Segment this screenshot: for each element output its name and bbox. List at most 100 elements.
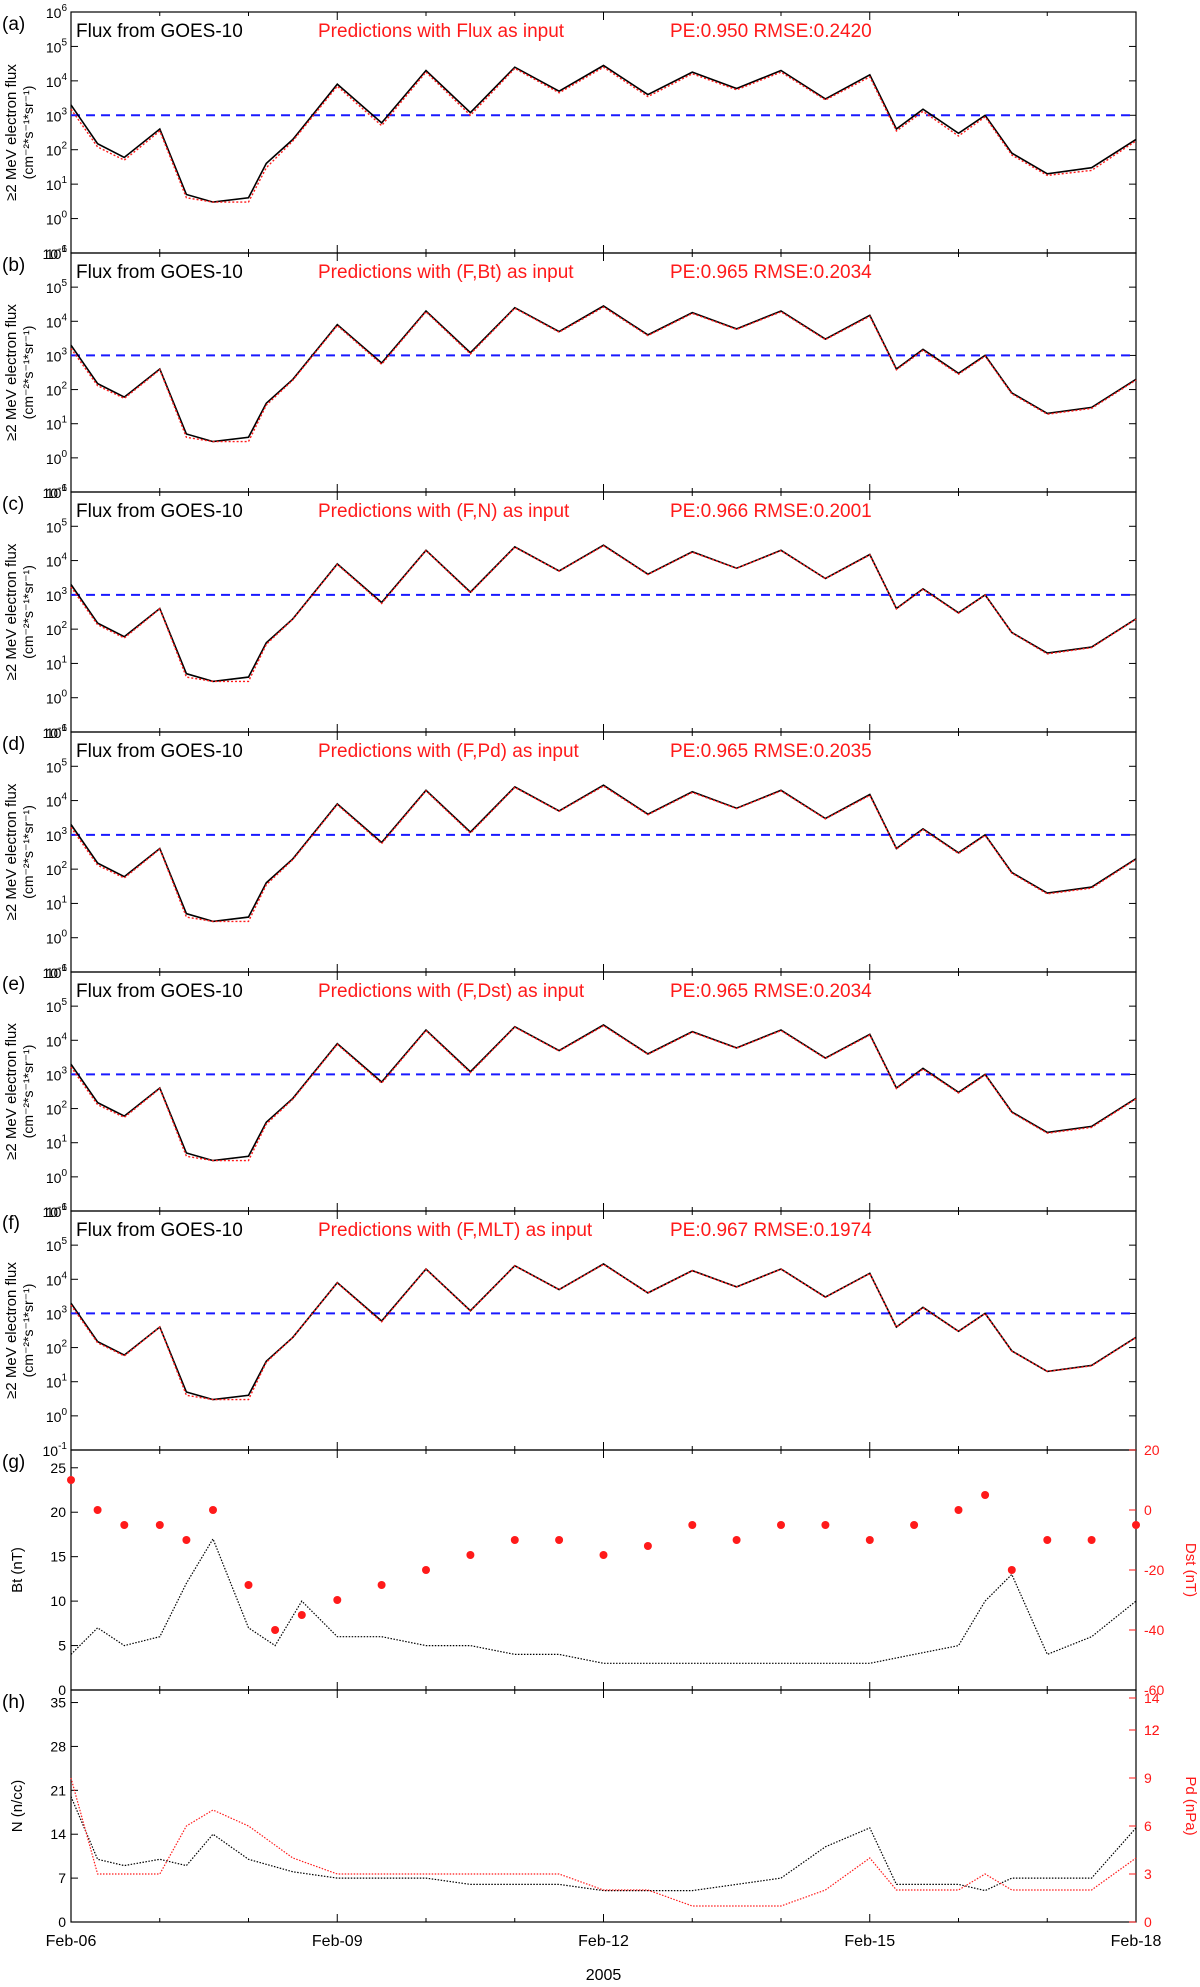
y-tick-label-right: 14 — [1144, 1690, 1160, 1706]
y-tick-label: 100 — [46, 210, 68, 228]
y-tick-label: 103 — [46, 826, 68, 844]
y-axis-unit: (cm⁻²*s⁻¹*sr⁻¹) — [20, 805, 36, 899]
y-tick-label: 101 — [46, 415, 68, 433]
y-tick-label: 105 — [46, 37, 68, 55]
dst-point — [1043, 1536, 1052, 1544]
predicted-flux-line — [70, 1263, 1137, 1401]
dst-point — [688, 1521, 697, 1529]
predicted-flux-line — [70, 785, 1137, 923]
y-tick-label: 101 — [46, 175, 68, 193]
dst-point — [377, 1581, 386, 1589]
dst-point — [333, 1596, 342, 1604]
y-tick-label: 105 — [46, 1236, 68, 1254]
y-tick-label: 105 — [46, 517, 68, 535]
legend-prediction: Predictions with Flux as input — [318, 21, 565, 42]
y-axis-label-left: Bt (nT) — [9, 1547, 26, 1593]
y-tick-label-left: 28 — [50, 1738, 66, 1754]
y-tick-label: 106 — [46, 723, 68, 741]
y-axis-label-left: N (n/cc) — [9, 1780, 26, 1833]
y-tick-label: 103 — [46, 106, 68, 124]
legend-prediction: Predictions with (F,N) as input — [318, 501, 570, 522]
y-axis-label: ≥2 MeV electron flux — [3, 783, 20, 920]
y-axis-unit: (cm⁻²*s⁻¹*sr⁻¹) — [20, 326, 36, 420]
y-tick-label: 101 — [46, 1134, 68, 1152]
y-axis-label: ≥2 MeV electron flux — [3, 304, 20, 441]
x-tick-label: Feb-18 — [1111, 1933, 1162, 1950]
y-tick-label-left: 14 — [50, 1826, 66, 1842]
panel-letter: (c) — [2, 494, 24, 515]
dst-point — [599, 1551, 608, 1559]
dst-point — [732, 1536, 741, 1544]
x-tick-label: Feb-09 — [312, 1933, 363, 1950]
legend-observed: Flux from GOES-10 — [76, 981, 243, 1002]
observed-flux-line — [70, 64, 1137, 203]
y-tick-label-right: 12 — [1144, 1722, 1160, 1738]
plot-frame — [70, 11, 1137, 254]
y-axis-label-right: Pd (nPa) — [1182, 1776, 1199, 1835]
dst-point — [466, 1551, 475, 1559]
y-axis-label: ≥2 MeV electron flux — [3, 1262, 20, 1399]
plot-frame — [70, 1449, 1137, 1691]
legend-observed: Flux from GOES-10 — [76, 21, 243, 42]
x-tick-label: Feb-12 — [578, 1933, 629, 1950]
y-axis-unit: (cm⁻²*s⁻¹*sr⁻¹) — [20, 86, 36, 180]
y-tick-label: 101 — [46, 654, 68, 672]
metrics-label: PE:0.950 RMSE:0.2420 — [670, 21, 872, 42]
y-tick-label: 100 — [46, 689, 68, 707]
legend-observed: Flux from GOES-10 — [76, 741, 243, 762]
y-tick-label: 102 — [46, 860, 68, 878]
y-tick-label-right: -20 — [1144, 1562, 1164, 1578]
y-tick-label-left: 0 — [58, 1682, 66, 1698]
panel-letter: (a) — [2, 14, 25, 35]
y-tick-label-left: 10 — [50, 1593, 66, 1609]
metrics-label: PE:0.965 RMSE:0.2034 — [670, 262, 872, 283]
dst-point — [910, 1521, 919, 1529]
y-tick-label: 105 — [46, 278, 68, 296]
y-tick-label: 103 — [46, 1065, 68, 1083]
y-tick-label: 100 — [46, 449, 68, 467]
legend-prediction: Predictions with (F,Dst) as input — [318, 981, 585, 1002]
dst-point — [209, 1506, 217, 1514]
panel-letter: (b) — [2, 255, 25, 276]
y-tick-label-right: 6 — [1144, 1818, 1152, 1834]
y-tick-label: 103 — [46, 1304, 68, 1322]
y-tick-label: 106 — [46, 3, 68, 21]
dst-point — [865, 1536, 874, 1544]
panel-letter: (g) — [2, 1452, 25, 1473]
y-tick-label: 104 — [46, 1270, 68, 1288]
y-tick-label: 104 — [46, 792, 68, 810]
dst-point — [297, 1611, 306, 1619]
y-tick-label-left: 5 — [58, 1638, 66, 1654]
y-axis-unit: (cm⁻²*s⁻¹*sr⁻¹) — [20, 1284, 36, 1378]
predicted-flux-line — [70, 544, 1137, 683]
right-series-line — [70, 1777, 1137, 1907]
y-tick-label-right: 20 — [1144, 1442, 1160, 1458]
plot-frame — [70, 1210, 1137, 1451]
dst-point — [643, 1542, 652, 1550]
y-tick-label: 104 — [46, 1031, 68, 1049]
y-tick-label: 100 — [46, 1407, 68, 1425]
y-tick-label: 106 — [46, 244, 68, 262]
y-tick-label: 106 — [46, 963, 68, 981]
legend-observed: Flux from GOES-10 — [76, 1220, 243, 1241]
y-tick-label-right: 0 — [1144, 1914, 1152, 1930]
y-tick-label-right: -40 — [1144, 1622, 1164, 1638]
y-tick-label-right: 0 — [1144, 1502, 1152, 1518]
x-axis-label: 2005 — [586, 1967, 622, 1984]
y-tick-label: 102 — [46, 381, 68, 399]
dst-point — [120, 1521, 129, 1529]
dst-point — [93, 1506, 102, 1514]
y-tick-label-left: 35 — [50, 1695, 66, 1711]
plot-frame — [70, 491, 1137, 733]
y-tick-label-right: 12 — [1144, 1722, 1160, 1738]
plot-frame — [70, 731, 1137, 973]
y-tick-label: 102 — [46, 1339, 68, 1357]
y-tick-label-left: 15 — [50, 1549, 66, 1565]
y-tick-label: 104 — [46, 312, 68, 330]
y-axis-unit: (cm⁻²*s⁻¹*sr⁻¹) — [20, 565, 36, 659]
y-axis-label: ≥2 MeV electron flux — [3, 1023, 20, 1160]
panel-letter: (h) — [2, 1692, 25, 1713]
dst-point — [954, 1506, 963, 1514]
left-series-line — [70, 1537, 1137, 1664]
